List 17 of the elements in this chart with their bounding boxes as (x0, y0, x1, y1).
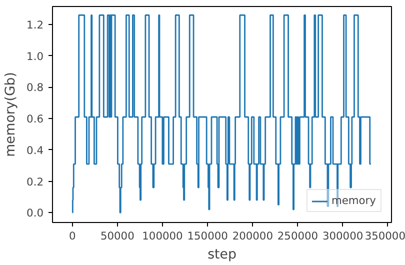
x-axis-title: step (208, 248, 236, 262)
x-tick-label: 250000 (277, 230, 318, 242)
y-tick-label: 1.0 (26, 50, 44, 63)
y-tick-label: 0.4 (26, 144, 44, 157)
x-tick-label: 50000 (100, 230, 135, 242)
x-tick-label: 100000 (142, 230, 184, 242)
x-tick-label: 300000 (322, 230, 364, 242)
x-tick-label: 350000 (364, 230, 405, 242)
y-axis-title: memory(Gb) (4, 72, 19, 157)
y-tick-label: 0.8 (26, 81, 44, 94)
y-tick-label: 0.6 (26, 112, 44, 126)
y-tick-label: 1.2 (26, 18, 44, 32)
y-tick-label: 0.2 (26, 175, 44, 188)
y-tick-label: 0.0 (26, 206, 44, 220)
x-tick-label: 200000 (232, 230, 274, 242)
x-tick-label: 0 (68, 230, 76, 242)
x-tick-label: 150000 (187, 230, 228, 242)
